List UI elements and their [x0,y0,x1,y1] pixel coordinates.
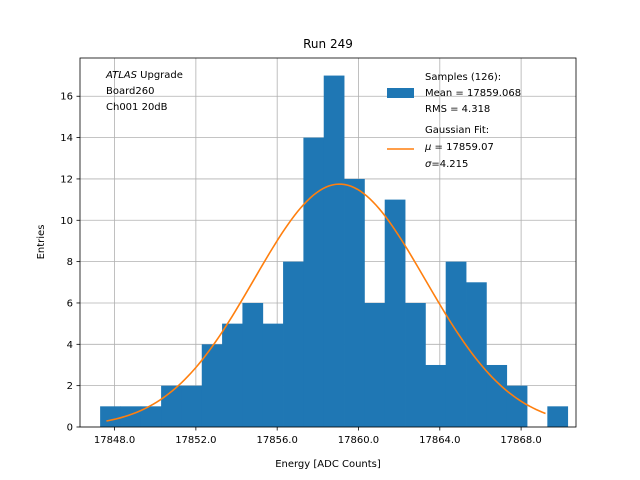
y-tick-label: 4 [67,340,73,351]
histogram-bar [405,302,426,427]
histogram-bar [445,261,467,427]
annotation-line: Ch001 20dB [106,102,168,113]
histogram-bar [140,406,162,427]
y-tick-label: 0 [67,423,73,434]
annotation-line: Board260 [106,86,154,97]
y-tick-label: 12 [60,174,73,185]
legend-samples-line: Mean = 17859.068 [425,88,521,99]
x-axis-label: Energy [ADC Counts] [275,459,381,470]
x-tick-label: 17868.0 [500,435,541,446]
histogram-bar [506,385,528,427]
gaussian-fit [106,183,546,422]
histogram-bar [242,302,264,427]
x-axis-ticks: 17848.0 17852.0 17856.0 17860.0 17864.0 17868… [94,427,542,446]
y-tick-label: 16 [60,92,73,103]
x-tick-label: 17860.0 [338,435,379,446]
run-annotation: ATLAS Upgrade Board260 Ch001 20dB [105,70,183,113]
gaussian-fit-line [106,183,546,422]
histogram-bar [222,323,243,427]
legend-fit-line: μ = 17859.07 [424,142,494,153]
chart-title: Run 249 [303,37,353,51]
legend-samples-line: Samples (126): [425,72,501,83]
histogram-bar [283,261,304,427]
histogram-bar [344,178,365,427]
x-tick-label: 17856.0 [257,435,298,446]
y-tick-label: 6 [67,298,73,309]
histogram-bar [425,364,447,427]
annotation-line: ATLAS Upgrade [105,70,183,81]
y-tick-label: 10 [60,216,73,227]
histogram-bar [201,344,223,427]
histogram-bar [303,137,325,427]
x-tick-label: 17848.0 [94,435,135,446]
x-tick-label: 17852.0 [175,435,216,446]
histogram-bar [323,75,345,428]
histogram-bar [100,406,121,427]
histogram-bar [384,199,406,427]
legend: Samples (126): Mean = 17859.068 RMS = 4.… [387,72,521,170]
histogram-bar [120,406,142,427]
histogram-bar [486,364,508,427]
histogram-bar [466,282,487,427]
legend-fit-line: Gaussian Fit: [425,125,489,136]
legend-samples-line: RMS = 4.318 [425,104,490,115]
y-axis-label: Entries [36,225,47,260]
x-tick-label: 17864.0 [419,435,460,446]
legend-fit-line: σ=4.215 [425,159,468,170]
y-axis-ticks: 0 2 4 6 8 10 12 14 16 [60,92,80,434]
y-tick-label: 8 [67,257,73,268]
histogram-bar [547,406,569,427]
y-tick-label: 2 [67,381,73,392]
histogram-bar [181,385,203,427]
plot-frame [79,57,577,428]
histogram-bar [262,323,284,427]
legend-swatch-samples [387,88,414,98]
histogram-bars [100,75,569,428]
histogram-bar [364,302,386,427]
y-tick-label: 14 [60,133,73,144]
